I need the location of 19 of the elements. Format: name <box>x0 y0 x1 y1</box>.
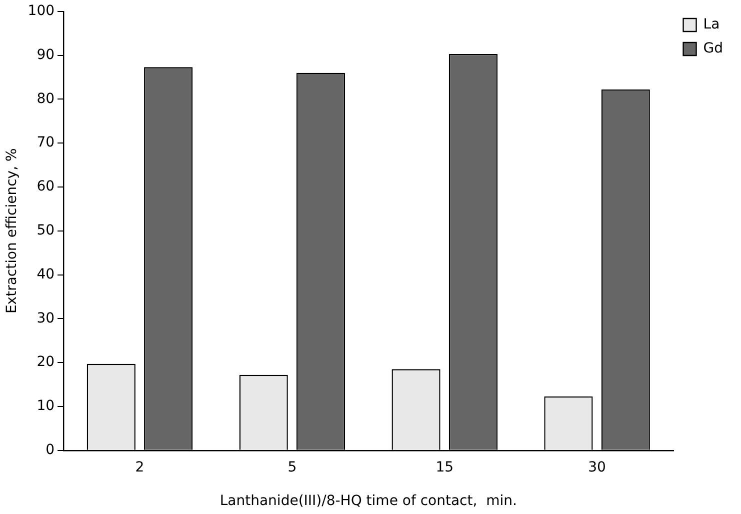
y-tick-label: 30 <box>36 310 55 326</box>
x-tick-label: 2 <box>135 459 144 476</box>
y-tick-label: 50 <box>36 222 55 239</box>
x-tick-label: 30 <box>588 459 606 476</box>
y-tick-label: 40 <box>36 266 55 282</box>
legend-label: Gd <box>703 40 724 57</box>
y-tick-label: 10 <box>36 398 55 414</box>
y-tick-label: 90 <box>36 46 55 63</box>
y-tick-label: 100 <box>28 3 55 20</box>
x-tick-label: 15 <box>436 459 454 476</box>
y-tick-label: 80 <box>36 90 55 107</box>
y-tick-label: 70 <box>36 134 55 151</box>
y-tick-label: 20 <box>36 354 55 370</box>
y-tick-label: 60 <box>36 178 55 195</box>
x-axis-title: Lanthanide(III)/8-HQ time of contact, min. <box>220 493 517 510</box>
legend-label: La <box>703 16 720 33</box>
y-axis-title: Extraction efficiency, % <box>4 148 20 314</box>
x-tick-label: 5 <box>288 459 297 476</box>
y-tick-label: 0 <box>46 442 55 458</box>
